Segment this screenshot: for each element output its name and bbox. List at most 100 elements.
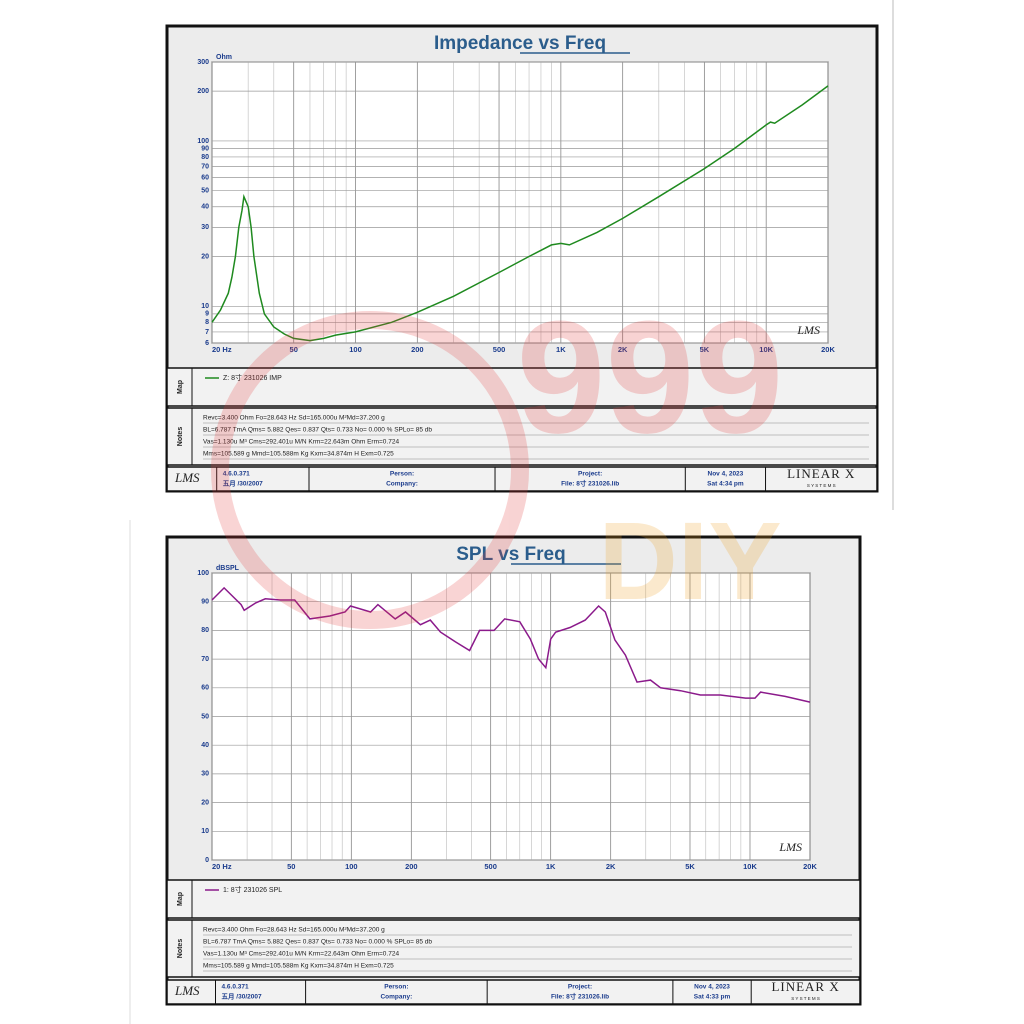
y-tick-label: 200 (197, 88, 209, 95)
x-tick-label: 500 (484, 862, 497, 871)
y-tick-label: 0 (205, 857, 209, 864)
x-tick-label: 50 (290, 345, 298, 354)
brand-sub: S Y S T E M S (807, 483, 836, 488)
x-tick-label: 200 (405, 862, 418, 871)
time: Sat 4:33 pm (694, 994, 731, 1001)
x-tick-label: 1K (556, 345, 566, 354)
y-tick-label: 80 (201, 627, 209, 634)
map-label: Map (177, 892, 184, 906)
notes-label: Notes (177, 939, 184, 959)
x-tick-label: 20 Hz (212, 862, 232, 871)
brand: LINEAR X (787, 466, 855, 481)
chart-title: SPL vs Freq (456, 544, 565, 565)
watermark: 999 DIY (211, 287, 784, 629)
file: File: 8寸 231026.lib (551, 992, 609, 1001)
footer-box (166, 466, 878, 492)
person: Person: (384, 984, 408, 991)
x-tick-label: 50 (287, 862, 295, 871)
date: Nov 4, 2023 (708, 471, 744, 478)
y-tick-label: 10 (201, 303, 209, 310)
date: Nov 4, 2023 (694, 984, 730, 991)
y-tick-label: 100 (197, 570, 209, 577)
y-tick-label: 50 (201, 188, 209, 195)
file: File: 8寸 231026.lib (561, 479, 619, 488)
notes-label: Notes (177, 427, 184, 447)
footer-box (166, 979, 861, 1005)
map-box (166, 879, 861, 919)
person: Person: (390, 471, 414, 478)
y-tick-label: 40 (201, 742, 209, 749)
y-tick-label: 90 (201, 145, 209, 152)
y-tick-label: 7 (205, 329, 209, 336)
map-label: Map (177, 380, 184, 394)
x-tick-label: 20K (803, 862, 817, 871)
notes-line: Mms=105.589 g Mmd=105.588m Kg Kxm=34.874… (203, 451, 394, 458)
x-tick-label: 2K (606, 862, 616, 871)
x-tick-label: 10K (759, 345, 773, 354)
x-tick-label: 1K (546, 862, 556, 871)
notes-line: Mms=105.589 g Mmd=105.588m Kg Kxm=34.874… (203, 963, 394, 970)
y-axis-label: dBSPL (216, 565, 240, 572)
x-tick-label: 5K (700, 345, 710, 354)
y-tick-label: 300 (197, 59, 209, 66)
x-tick-label: 10K (743, 862, 757, 871)
notes-box (166, 407, 878, 466)
x-tick-label: 100 (349, 345, 362, 354)
footer-logo: LMS (174, 983, 200, 998)
plot-logo: LMS (796, 323, 820, 337)
y-axis-label: Ohm (216, 54, 232, 61)
x-tick-label: 200 (411, 345, 424, 354)
chart-title: Impedance vs Freq (434, 33, 606, 54)
notes-line: BL=6.787 TmA Qms= 5.882 Qes= 0.837 Qts= … (203, 939, 432, 946)
version-date: 五月 /30/2007 (222, 993, 262, 1001)
version: 4.6.0.371 (223, 471, 250, 478)
legend-label: 1: 8寸 231026 SPL (223, 885, 282, 894)
brand-sub: S Y S T E M S (791, 996, 820, 1001)
data-line (211, 586, 811, 703)
notes-line: BL=6.787 TmA Qms= 5.882 Qes= 0.837 Qts= … (203, 427, 432, 434)
legend-label: Z: 8寸 231026 IMP (223, 373, 282, 382)
x-tick-label: 100 (345, 862, 358, 871)
y-tick-label: 60 (201, 685, 209, 692)
notes-line: Revc=3.400 Ohm Fo=28.643 Hz Sd=165.000u … (203, 927, 385, 934)
watermark-word: DIY (598, 500, 781, 623)
y-tick-label: 9 (205, 311, 209, 318)
y-tick-label: 10 (201, 828, 209, 835)
y-tick-label: 70 (201, 656, 209, 663)
project: Project: (568, 984, 592, 991)
y-tick-label: 30 (201, 224, 209, 231)
notes-line: Revc=3.400 Ohm Fo=28.643 Hz Sd=165.000u … (203, 415, 385, 422)
watermark-ring (211, 311, 529, 629)
x-tick-label: 500 (493, 345, 506, 354)
x-tick-label: 5K (685, 862, 695, 871)
y-tick-label: 20 (201, 253, 209, 260)
y-tick-label: 80 (201, 154, 209, 161)
company: Company: (386, 481, 418, 488)
map-box (166, 367, 878, 407)
y-tick-label: 6 (205, 340, 209, 347)
project: Project: (578, 471, 602, 478)
version-date: 五月 /30/2007 (223, 480, 263, 488)
y-tick-label: 90 (201, 599, 209, 606)
y-tick-label: 30 (201, 771, 209, 778)
y-tick-label: 8 (205, 319, 209, 326)
x-tick-label: 2K (618, 345, 628, 354)
notes-line: Vas=1.130u M³ Cms=292.401u M/N Krm=22.64… (203, 439, 399, 446)
y-tick-label: 50 (201, 713, 209, 720)
plot-logo: LMS (778, 840, 802, 854)
x-tick-label: 20K (821, 345, 835, 354)
x-tick-label: 20 Hz (212, 345, 232, 354)
notes-box (166, 919, 861, 978)
y-tick-label: 100 (197, 138, 209, 145)
watermark-number: 999 (517, 287, 784, 466)
notes-line: Vas=1.130u M³ Cms=292.401u M/N Krm=22.64… (203, 951, 399, 958)
y-tick-label: 60 (201, 174, 209, 181)
brand: LINEAR X (771, 979, 839, 994)
y-tick-label: 70 (201, 163, 209, 170)
version: 4.6.0.371 (222, 984, 249, 991)
y-tick-label: 40 (201, 204, 209, 211)
data-line (211, 85, 829, 342)
y-tick-label: 20 (201, 799, 209, 806)
company: Company: (380, 994, 412, 1001)
